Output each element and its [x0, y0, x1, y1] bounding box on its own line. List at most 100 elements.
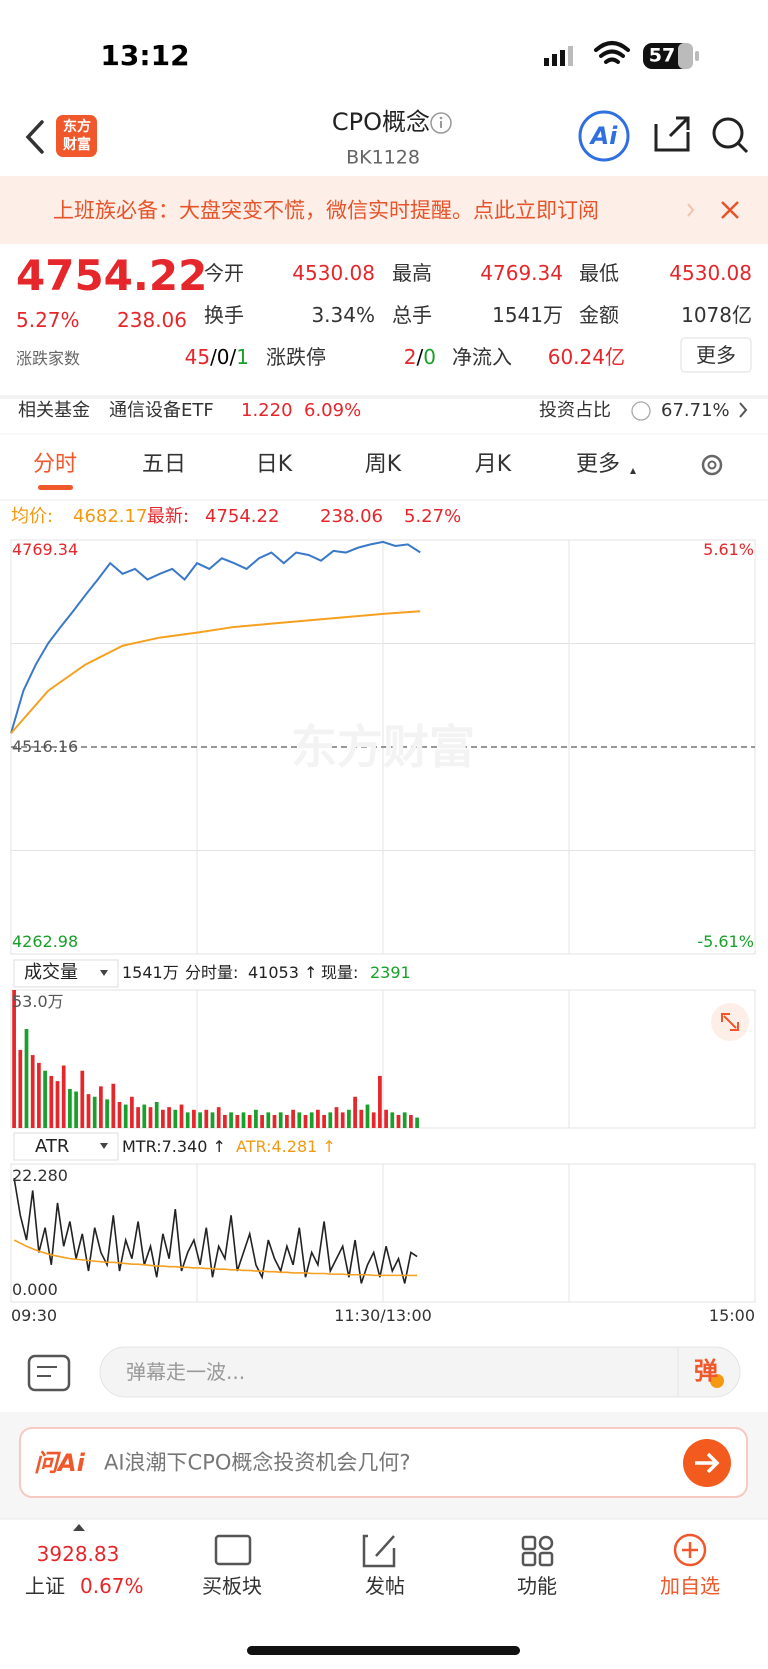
- banner-text[interactable]: 上班族必备：大盘突变不慌，微信实时提醒。点此立即订阅: [53, 198, 599, 223]
- volume-bar: [30, 1055, 35, 1128]
- nav-item[interactable]: 功能: [517, 1574, 557, 1598]
- index-value[interactable]: 3928.83: [36, 1542, 120, 1566]
- breadth-label: 涨跌家数: [16, 349, 81, 368]
- volume-bar: [192, 1109, 196, 1128]
- index-name[interactable]: 上证: [25, 1574, 65, 1598]
- nav-item[interactable]: 买板块: [202, 1574, 262, 1598]
- index-change[interactable]: 0.67%: [80, 1574, 144, 1598]
- mtr-value: MTR:7.340 ↑: [122, 1137, 226, 1156]
- stat-label: 今开: [204, 261, 244, 285]
- volume-bar: [371, 1112, 376, 1128]
- nav-icon[interactable]: [521, 1535, 537, 1551]
- logo[interactable]: [56, 115, 97, 157]
- fund-price: 1.220: [241, 400, 293, 421]
- search-icon[interactable]: [712, 117, 744, 149]
- avg-label: 均价:: [11, 506, 54, 527]
- pct-max-label: 5.61%: [703, 540, 754, 559]
- volume-bar: [49, 1075, 54, 1128]
- volume-selector[interactable]: [13, 959, 119, 988]
- nav-icon[interactable]: [673, 1533, 707, 1567]
- volume-bar: [105, 1099, 109, 1128]
- volume-bar: [291, 1109, 295, 1128]
- ask-ai-bar[interactable]: [19, 1427, 748, 1498]
- volume-bar: [123, 1104, 128, 1128]
- ratio-label: 投资占比: [539, 400, 611, 421]
- page-title: CPO概念: [331, 108, 430, 136]
- ai-label[interactable]: Ai: [590, 122, 618, 150]
- expand-icon[interactable]: [721, 1013, 739, 1031]
- y-max-label: 4769.34: [12, 540, 79, 559]
- latest-label: 最新:: [147, 506, 190, 527]
- nav-icon[interactable]: [214, 1534, 252, 1566]
- ask-ai-brand: 问Ai: [34, 1449, 85, 1477]
- tab[interactable]: 日K: [255, 452, 293, 477]
- volume-bar: [229, 1112, 233, 1128]
- tab[interactable]: 分时: [32, 452, 78, 477]
- limit-up: 2: [403, 345, 417, 369]
- tab[interactable]: 更多: [575, 452, 621, 477]
- nav-icon[interactable]: [362, 1534, 396, 1568]
- indicator-selector[interactable]: [13, 1132, 119, 1161]
- stat-label: 总手: [392, 303, 432, 327]
- volume-bar: [173, 1109, 178, 1128]
- volume-bar: [92, 1096, 97, 1128]
- ask-ai-prompt[interactable]: AI浪潮下CPO概念投资机会几何?: [104, 1450, 411, 1475]
- more-label[interactable]: 更多: [696, 343, 736, 367]
- danmu-placeholder[interactable]: 弹幕走一波...: [126, 1360, 246, 1384]
- fund-name[interactable]: 通信设备ETF: [109, 400, 214, 421]
- volume-bar: [43, 1070, 47, 1128]
- current-volume-label: 现量:: [321, 963, 359, 982]
- tab[interactable]: 五日: [141, 452, 187, 477]
- comment-list-icon[interactable]: [27, 1354, 71, 1392]
- ai-button[interactable]: [578, 110, 630, 162]
- danmu-input[interactable]: [99, 1346, 741, 1398]
- more-button[interactable]: [680, 337, 752, 373]
- change-amount: 238.06: [117, 308, 187, 332]
- volume-bar: [204, 1109, 209, 1128]
- volume-bar: [415, 1117, 419, 1128]
- back-icon[interactable]: [25, 120, 44, 154]
- volume-selector-label[interactable]: 成交量: [24, 962, 78, 983]
- breadth-up: 45: [184, 345, 211, 369]
- limit-sep: /: [416, 345, 424, 369]
- volume-bar: [68, 1088, 72, 1128]
- nav-item[interactable]: 发帖: [365, 1574, 405, 1598]
- volume-bar: [402, 1112, 407, 1128]
- volume-bar: [316, 1109, 320, 1128]
- limit-label: 涨跌停: [266, 345, 326, 369]
- indicator-selector-label[interactable]: ATR: [35, 1136, 70, 1157]
- volume-bar: [216, 1107, 221, 1128]
- share-icon[interactable]: [654, 116, 690, 152]
- volume-bar: [210, 1112, 215, 1128]
- settings-icon[interactable]: [701, 454, 723, 476]
- limit-down: 0: [423, 345, 436, 369]
- banner[interactable]: [0, 176, 768, 244]
- status-time: 13:12: [100, 39, 190, 72]
- danmu-button[interactable]: 弹: [694, 1357, 718, 1385]
- volume-bar: [322, 1114, 326, 1128]
- nav-icons: [214, 1533, 707, 1568]
- volume-bar: [198, 1112, 202, 1128]
- volume-bar: [334, 1107, 339, 1128]
- current-volume: 2391: [370, 963, 411, 982]
- close-banner[interactable]: [721, 201, 739, 219]
- volume-bar: [340, 1112, 345, 1128]
- volume-bar: [241, 1112, 246, 1128]
- volume-bar: [359, 1109, 364, 1128]
- pct-min-label: -5.61%: [697, 932, 754, 951]
- volume-total: 1541万: [122, 963, 179, 982]
- info-icon[interactable]: [430, 112, 452, 134]
- volume-bar: [80, 1070, 85, 1128]
- change-percent: 5.27%: [16, 308, 80, 332]
- tab[interactable]: 周K: [364, 452, 402, 477]
- nav-item[interactable]: 加自选: [660, 1574, 720, 1598]
- volume-bar: [303, 1114, 308, 1128]
- stat-label: 换手: [204, 303, 244, 327]
- logo-text: 东方: [63, 119, 91, 135]
- tab[interactable]: 月K: [474, 452, 512, 477]
- x-tick-label: 15:00: [708, 1306, 755, 1325]
- volume-bar: [37, 1062, 41, 1128]
- atr-tick-label: 22.280: [12, 1166, 68, 1185]
- stat-value: 4530.08: [292, 261, 375, 285]
